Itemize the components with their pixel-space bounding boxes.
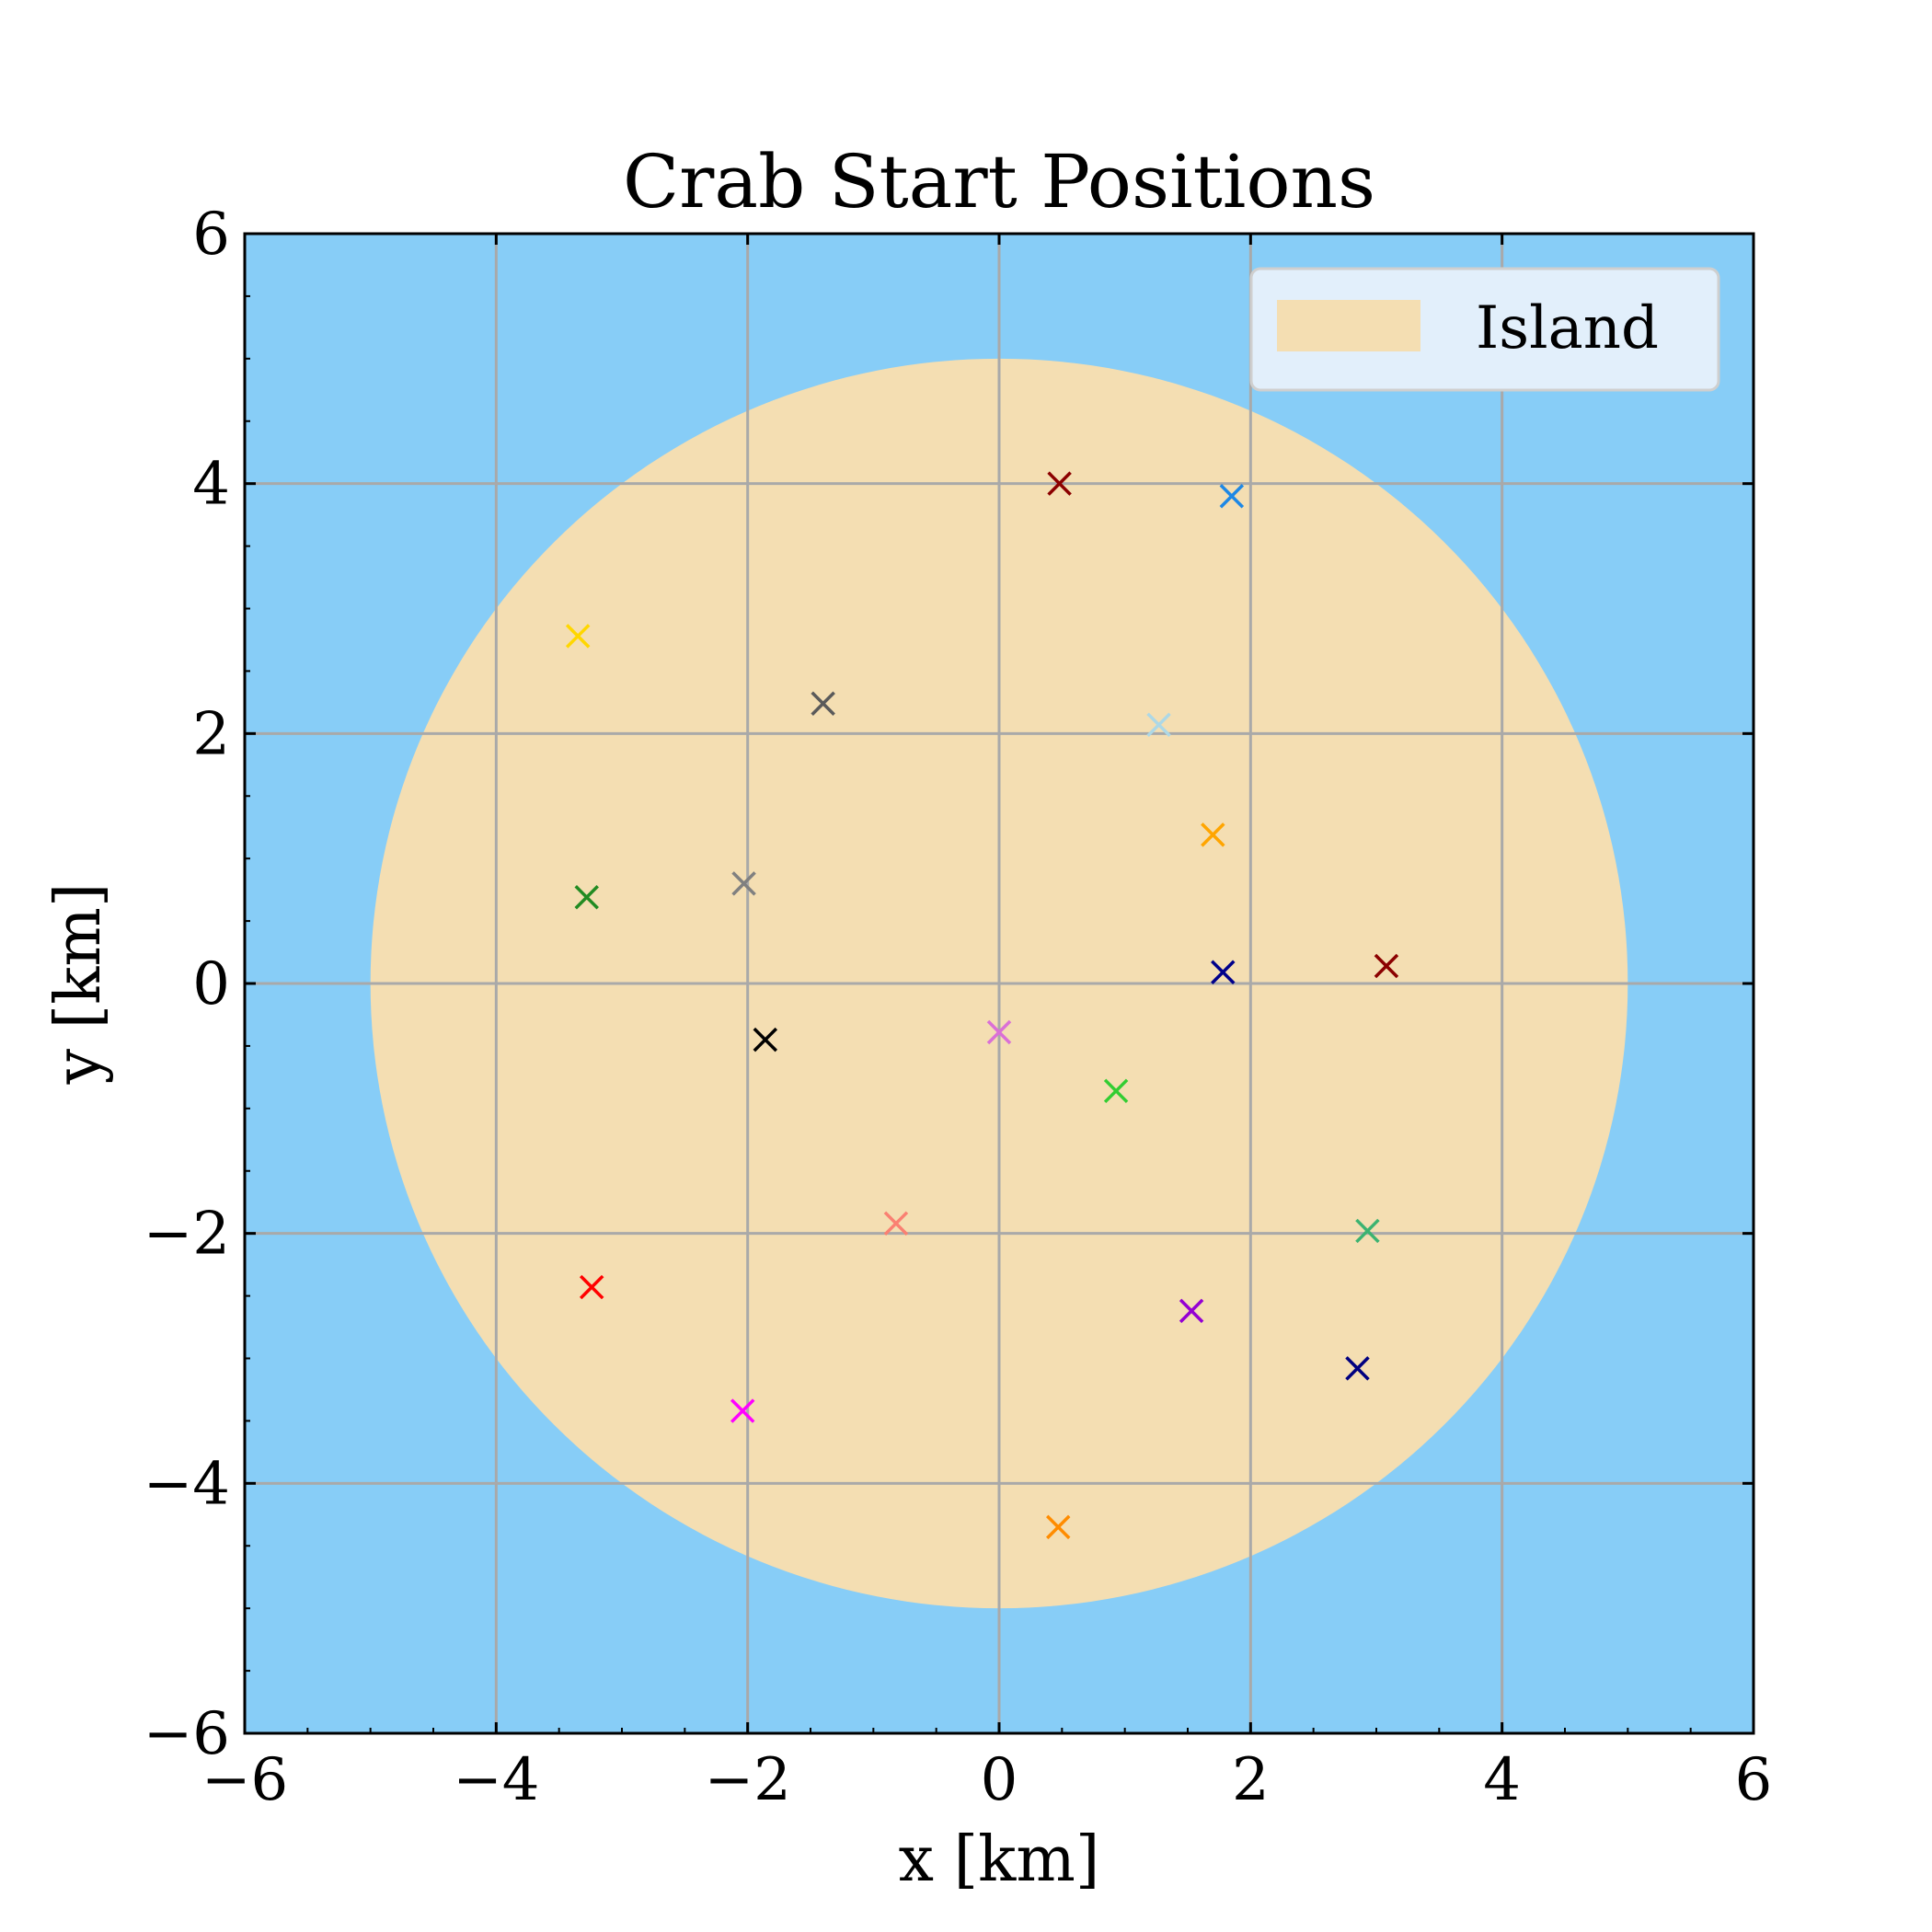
data-point-stroke <box>579 1274 604 1300</box>
x-tick-label: 4 <box>1483 1746 1521 1814</box>
data-point <box>1345 1356 1370 1381</box>
data-point-stroke <box>1355 1218 1380 1244</box>
data-point-stroke <box>1179 1298 1204 1324</box>
x-tick-label: 2 <box>1232 1746 1270 1814</box>
data-point-stroke <box>1345 1356 1370 1381</box>
x-tick-label: −6 <box>201 1746 288 1814</box>
data-point-stroke <box>1103 1078 1129 1104</box>
data-point-stroke <box>574 885 599 910</box>
data-point <box>579 1274 604 1300</box>
y-tick-label: 2 <box>192 700 230 768</box>
legend-box <box>1249 267 1720 392</box>
legend-swatch-island <box>1277 300 1420 351</box>
data-point <box>1146 712 1171 738</box>
y-tick-label: −2 <box>144 1201 230 1269</box>
data-point-stroke <box>731 871 756 896</box>
y-axis-label: y [km] <box>42 883 115 1086</box>
data-point-stroke <box>811 691 835 716</box>
data-point-stroke <box>1201 822 1225 847</box>
legend: Island <box>1249 267 1720 392</box>
data-point <box>1211 960 1236 985</box>
data-point <box>811 691 835 716</box>
tick-labels: −6 −4 −2 0 2 4 6 −6 −4 −2 0 2 4 6 <box>144 201 1773 1814</box>
y-tick-label: −6 <box>144 1700 230 1768</box>
data-point <box>1045 1514 1071 1540</box>
data-point <box>883 1211 909 1236</box>
y-tick-label: −4 <box>144 1450 230 1518</box>
data-point <box>1201 822 1225 847</box>
x-tick-label: −4 <box>453 1746 539 1814</box>
data-point-stroke <box>1211 960 1236 985</box>
x-tick-label: 6 <box>1735 1746 1773 1814</box>
data-point-stroke <box>1047 471 1072 496</box>
data-point <box>1179 1298 1204 1324</box>
data-point-stroke <box>1045 1514 1071 1540</box>
data-point-stroke <box>1374 953 1399 979</box>
chart-title: Crab Start Positions <box>623 139 1375 224</box>
data-point-stroke <box>986 1019 1012 1045</box>
data-point-stroke <box>1219 484 1245 509</box>
data-point <box>574 885 599 910</box>
data-point <box>731 871 756 896</box>
data-point <box>1219 484 1245 509</box>
legend-label-island: Island <box>1476 294 1659 362</box>
data-point <box>1374 953 1399 979</box>
data-point <box>565 624 591 649</box>
data-point <box>730 1398 755 1423</box>
y-tick-label: 0 <box>192 950 230 1018</box>
data-point-stroke <box>883 1211 909 1236</box>
data-point <box>1355 1218 1380 1244</box>
y-tick-label: 6 <box>192 201 230 269</box>
data-point-stroke <box>1146 712 1171 738</box>
data-point <box>1047 471 1072 496</box>
data-point <box>1103 1078 1129 1104</box>
axis-ticks <box>243 232 1755 1735</box>
data-point-stroke <box>730 1398 755 1423</box>
scatter-markers <box>565 471 1399 1540</box>
y-tick-label: 4 <box>192 451 230 519</box>
x-axis-label: x [km] <box>899 1823 1100 1896</box>
data-point-stroke <box>753 1027 778 1052</box>
data-point <box>753 1027 778 1052</box>
data-point-stroke <box>565 624 591 649</box>
grid-lines <box>245 234 1754 1733</box>
x-tick-label: 0 <box>981 1746 1018 1814</box>
data-point <box>986 1019 1012 1045</box>
x-tick-label: −2 <box>704 1746 790 1814</box>
